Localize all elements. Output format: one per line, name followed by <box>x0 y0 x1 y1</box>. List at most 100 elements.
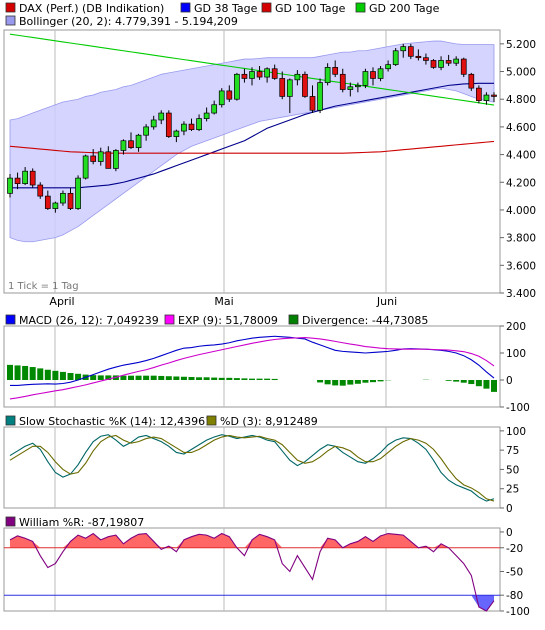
y-tick-label: -100 <box>506 402 530 414</box>
legend-gd100-swatch <box>261 2 272 13</box>
divergence-bar <box>7 364 13 380</box>
legend-stoch-d-swatch <box>206 415 217 426</box>
divergence-bar <box>150 375 157 380</box>
legend-divergence-swatch <box>288 314 299 325</box>
candle-body <box>355 85 361 88</box>
legend-gd200-label: GD 200 Tage <box>369 2 440 15</box>
ma-line-gd-100-tage <box>9 140 495 154</box>
divergence-bar <box>347 380 354 385</box>
legend-macd-label: MACD (26, 12): 7,049239 <box>19 314 159 327</box>
divergence-bar <box>354 380 361 384</box>
panel-macd: -100 0 100 200 MACD (26, 12): 7,049239 EXP (9… <box>3 314 530 414</box>
divergence-bar <box>67 372 74 380</box>
candle-body <box>52 202 59 209</box>
candle-body <box>385 64 391 70</box>
candle-body <box>279 78 286 97</box>
candle-body <box>165 112 172 137</box>
y-tick-label: 4.800 <box>506 94 536 106</box>
y-tick-label: 5.000 <box>506 67 536 79</box>
divergence-bar <box>483 380 490 389</box>
candle-body <box>181 123 187 132</box>
y-tick-label: -20 <box>506 543 523 555</box>
y-tick-label: 4.400 <box>506 150 536 162</box>
candle-body <box>120 140 127 151</box>
panel-frame <box>3 426 501 509</box>
divergence-bar <box>211 377 218 380</box>
candle-body <box>234 73 240 100</box>
stoch-line <box>9 434 495 502</box>
divergence-bar <box>173 376 180 380</box>
candle-body <box>264 68 270 78</box>
divergence-bar <box>105 375 112 380</box>
divergence-bar <box>14 365 21 380</box>
candle-body <box>423 57 429 61</box>
divergence-bar <box>44 369 51 380</box>
candle-body <box>75 177 81 209</box>
divergence-bar <box>271 378 278 380</box>
candle-body <box>377 68 384 79</box>
legend-dax-label: DAX (Perf.) (DB Indikation) <box>19 2 164 15</box>
candle-body <box>188 123 195 131</box>
candle-body <box>445 60 452 64</box>
divergence-bar <box>233 378 240 380</box>
divergence-bar <box>218 377 225 380</box>
candle-body <box>491 94 497 97</box>
divergence-bar <box>317 380 324 383</box>
candle-body <box>302 73 308 97</box>
candle-body <box>7 177 13 194</box>
candle-body <box>196 118 202 131</box>
candle-body <box>29 170 36 186</box>
candle-body <box>44 195 51 209</box>
candle-body <box>173 130 180 137</box>
tick-note: 1 Tick = 1 Tag <box>8 281 79 292</box>
candle-body <box>60 192 66 204</box>
y-tick-label: 0 <box>506 375 513 387</box>
candle-body <box>407 46 414 57</box>
legend-divergence-label: Divergence: -44,73085 <box>302 314 428 327</box>
candle-body <box>113 150 119 169</box>
candle-body <box>22 170 28 184</box>
legend-williams-swatch <box>5 516 16 527</box>
divergence-bar <box>264 378 271 380</box>
y-tick-label: 3.600 <box>506 260 536 272</box>
divergence-bar <box>249 378 255 380</box>
divergence-bar <box>339 380 346 386</box>
candle-body <box>309 96 316 111</box>
panel-price: 3.400 3.600 3.800 4.000 4.200 4.400 4.600 4.800… <box>3 2 536 308</box>
divergence-bar <box>370 380 376 383</box>
candle-body <box>67 192 74 209</box>
candle-body <box>468 73 475 89</box>
candle-body <box>256 71 263 78</box>
panel-frame <box>3 325 501 408</box>
y-tick-label: 100 <box>506 348 526 360</box>
candle-body <box>392 50 399 65</box>
divergence-bar <box>196 377 203 380</box>
candle-body <box>105 151 112 169</box>
candle-body <box>249 71 255 79</box>
legend-williams-label: William %R: -87,19807 <box>19 516 144 529</box>
panel-stochastic: 0 25 50 75 100 Slow Stochastic %K (14): 12,43… <box>3 415 526 515</box>
ma-line-gd-38-tage <box>10 82 494 189</box>
legend-exp-label: EXP (9): 51,78009 <box>178 314 278 327</box>
candle-body <box>135 134 142 149</box>
y-tick-label: 100 <box>506 426 526 438</box>
candle-body <box>460 58 467 75</box>
divergence-bar <box>97 375 104 380</box>
divergence-bar <box>468 380 475 385</box>
candle-body <box>203 112 210 119</box>
candle-body <box>82 155 89 179</box>
y-tick-label: 75 <box>506 445 519 457</box>
y-tick-label: 50 <box>506 464 519 476</box>
bollinger-band <box>9 40 495 243</box>
divergence-bar <box>143 375 150 380</box>
x-label-mai: Mai <box>214 295 233 308</box>
legend-gd38-label: GD 38 Tage <box>194 2 258 15</box>
legend-gd200-swatch <box>355 2 366 13</box>
candle-body <box>453 58 460 64</box>
divergence-bar <box>324 380 331 385</box>
legend-exp-swatch <box>164 314 175 325</box>
divergence-bar <box>377 380 384 382</box>
candle-body <box>347 86 354 90</box>
candle-body <box>150 119 157 128</box>
candle-body <box>90 155 97 162</box>
